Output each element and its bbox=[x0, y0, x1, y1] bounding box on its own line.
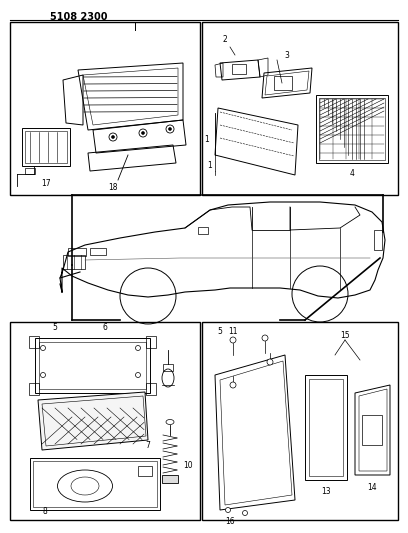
Bar bbox=[68, 248, 86, 256]
Polygon shape bbox=[38, 392, 148, 450]
Text: 16: 16 bbox=[225, 518, 235, 527]
Bar bbox=[138, 466, 152, 476]
Text: 5108 2300: 5108 2300 bbox=[50, 12, 107, 22]
Text: 8: 8 bbox=[42, 507, 47, 516]
Text: 13: 13 bbox=[321, 488, 331, 497]
Text: 5: 5 bbox=[53, 324, 58, 333]
Bar bbox=[90, 248, 106, 255]
Bar bbox=[10, 22, 200, 195]
Bar bbox=[22, 128, 70, 166]
Circle shape bbox=[40, 345, 46, 351]
Circle shape bbox=[226, 507, 231, 513]
Bar bbox=[29, 336, 39, 348]
Bar bbox=[362, 415, 382, 445]
Text: 18: 18 bbox=[108, 182, 118, 191]
Circle shape bbox=[111, 135, 115, 139]
Bar bbox=[30, 458, 160, 510]
Bar bbox=[163, 364, 173, 371]
Circle shape bbox=[109, 133, 117, 141]
Text: 4: 4 bbox=[350, 168, 355, 177]
Circle shape bbox=[267, 359, 273, 365]
Bar bbox=[202, 22, 398, 195]
Circle shape bbox=[139, 129, 147, 137]
Bar bbox=[319, 98, 385, 160]
Bar bbox=[374, 230, 382, 250]
Bar bbox=[29, 383, 39, 395]
Bar bbox=[146, 336, 156, 348]
Circle shape bbox=[135, 345, 140, 351]
Circle shape bbox=[166, 125, 174, 133]
Bar bbox=[232, 64, 246, 74]
Text: 7: 7 bbox=[146, 441, 151, 450]
Text: 3: 3 bbox=[284, 52, 289, 61]
Bar bbox=[309, 379, 343, 476]
Circle shape bbox=[230, 337, 236, 343]
Bar bbox=[39, 342, 146, 389]
Bar bbox=[202, 322, 398, 520]
Text: 1: 1 bbox=[205, 135, 209, 144]
Text: 2: 2 bbox=[223, 36, 227, 44]
Bar bbox=[146, 383, 156, 395]
Bar bbox=[316, 95, 388, 163]
Bar bbox=[25, 168, 35, 174]
Text: 1: 1 bbox=[208, 160, 213, 169]
Bar bbox=[274, 76, 292, 90]
Text: 10: 10 bbox=[183, 461, 193, 470]
Bar bbox=[305, 375, 347, 480]
Circle shape bbox=[230, 382, 236, 388]
Text: 5: 5 bbox=[217, 327, 222, 336]
Circle shape bbox=[262, 335, 268, 341]
Bar bbox=[25, 131, 67, 163]
Bar bbox=[10, 322, 200, 520]
Circle shape bbox=[142, 132, 144, 134]
Text: 17: 17 bbox=[41, 179, 51, 188]
Text: 15: 15 bbox=[340, 330, 350, 340]
Circle shape bbox=[169, 127, 171, 131]
Bar bbox=[33, 461, 157, 507]
Text: 11: 11 bbox=[228, 327, 238, 336]
Circle shape bbox=[242, 511, 248, 515]
Circle shape bbox=[40, 373, 46, 377]
Bar bbox=[63, 255, 85, 269]
Text: 6: 6 bbox=[102, 324, 107, 333]
Bar bbox=[198, 227, 208, 234]
Text: 14: 14 bbox=[367, 482, 377, 491]
Circle shape bbox=[135, 373, 140, 377]
Bar bbox=[35, 338, 150, 393]
Bar bbox=[162, 475, 178, 483]
